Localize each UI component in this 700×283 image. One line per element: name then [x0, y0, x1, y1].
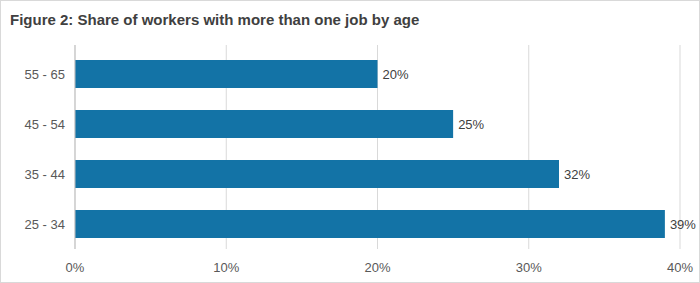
title: Figure 2: Share of workers with more tha… [10, 11, 419, 28]
bar [75, 210, 665, 238]
tick-label: 20% [364, 260, 390, 275]
tick-label: 40% [667, 260, 693, 275]
data-label: 32% [564, 167, 590, 182]
data-label: 25% [458, 117, 484, 132]
bar [75, 110, 453, 138]
chart-frame [1, 1, 700, 283]
bar [75, 160, 559, 188]
tick-label: 0% [66, 260, 85, 275]
tick-label: 10% [213, 260, 239, 275]
chart-root: Figure 2: Share of workers with more tha… [0, 0, 700, 283]
category-axis [75, 45, 76, 249]
data-label: 39% [670, 217, 696, 232]
category-label: 45 - 54 [25, 117, 65, 132]
grid-line [75, 45, 76, 249]
tick-label: 30% [516, 260, 542, 275]
category-label: 25 - 34 [25, 217, 65, 232]
category-label: 35 - 44 [25, 167, 65, 182]
bars [75, 60, 665, 238]
grid [75, 45, 680, 249]
category-label: 55 - 65 [25, 67, 65, 82]
chart-svg: Figure 2: Share of workers with more tha… [0, 0, 700, 283]
bar [75, 60, 378, 88]
data-label: 20% [383, 67, 409, 82]
